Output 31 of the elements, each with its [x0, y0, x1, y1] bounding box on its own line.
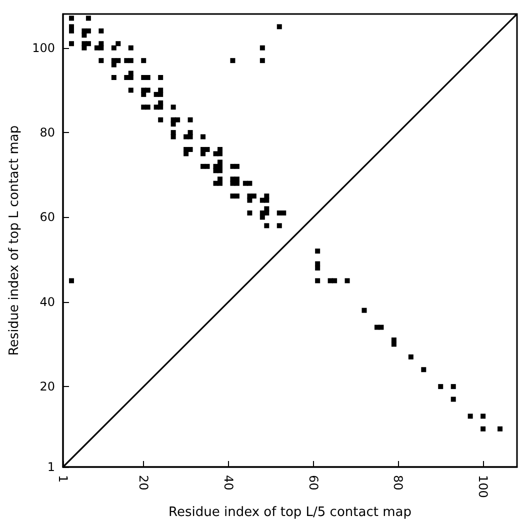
- y-tick-label: 20: [40, 380, 55, 394]
- point: [315, 266, 320, 271]
- point: [468, 414, 473, 419]
- point: [344, 278, 350, 284]
- y-tick-label: 80: [40, 126, 55, 140]
- y-tick-label: 100: [32, 40, 55, 55]
- point: [408, 354, 414, 360]
- x-tick-label: 80: [391, 475, 406, 490]
- point: [332, 278, 338, 284]
- point: [391, 342, 396, 347]
- y-tick-label: 1: [47, 460, 55, 474]
- x-tick-label: 40: [221, 475, 236, 490]
- point: [480, 414, 486, 419]
- point: [450, 396, 456, 402]
- point: [450, 384, 456, 390]
- y-axis-title: Residue index of top L contact map: [7, 125, 22, 356]
- point: [438, 384, 444, 390]
- y-tick-label: 40: [40, 294, 55, 309]
- x-tick-label: 1: [56, 475, 70, 483]
- x-axis-title: Residue index of top L/5 contact map: [168, 504, 412, 520]
- x-tick-label: 100: [476, 475, 490, 498]
- point: [315, 248, 320, 254]
- point: [362, 308, 367, 313]
- point: [480, 426, 486, 432]
- point: [498, 426, 503, 432]
- point: [315, 278, 320, 284]
- y-tick-label: 60: [40, 210, 55, 224]
- x-tick-label: 20: [136, 475, 151, 490]
- x-tick-label: 60: [306, 475, 320, 490]
- point: [378, 324, 384, 330]
- point: [421, 367, 426, 372]
